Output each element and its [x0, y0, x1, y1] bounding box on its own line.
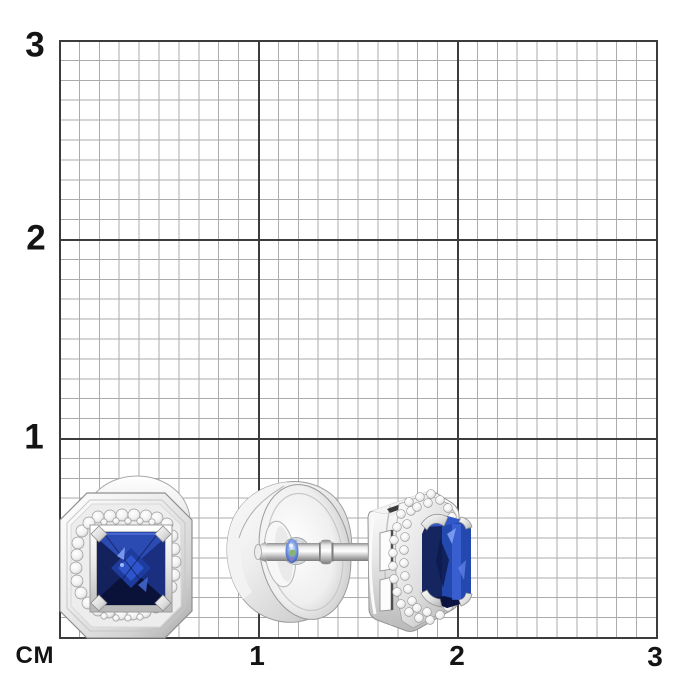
- y-axis-label-1cm: 1: [24, 417, 44, 457]
- unit-label-cm: СМ: [15, 642, 55, 669]
- prongs-front: [90, 525, 172, 612]
- x-axis-label-2cm: 2: [449, 640, 465, 671]
- sapphire-gem-front: [97, 531, 165, 606]
- x-axis-label-1cm: 1: [249, 640, 265, 671]
- bezel-outer-line: [89, 524, 173, 613]
- x-axis-label-3cm: 3: [647, 641, 663, 672]
- stud-earring-side-view: [367, 489, 473, 632]
- y-axis-label-2cm: 2: [26, 218, 46, 258]
- diamond-pave-side: [388, 489, 457, 625]
- earring-friction-back: [226, 481, 370, 623]
- back-fin-face: [227, 482, 289, 599]
- prongs-side: [420, 513, 473, 608]
- frame-inner-line: [66, 499, 186, 632]
- post-notch-collar: [320, 539, 332, 565]
- gem-bezel: [90, 525, 172, 612]
- stud-earring-front-view: [59, 475, 193, 639]
- y-axis-label-3cm: 3: [25, 25, 45, 65]
- earring-post: [266, 543, 370, 561]
